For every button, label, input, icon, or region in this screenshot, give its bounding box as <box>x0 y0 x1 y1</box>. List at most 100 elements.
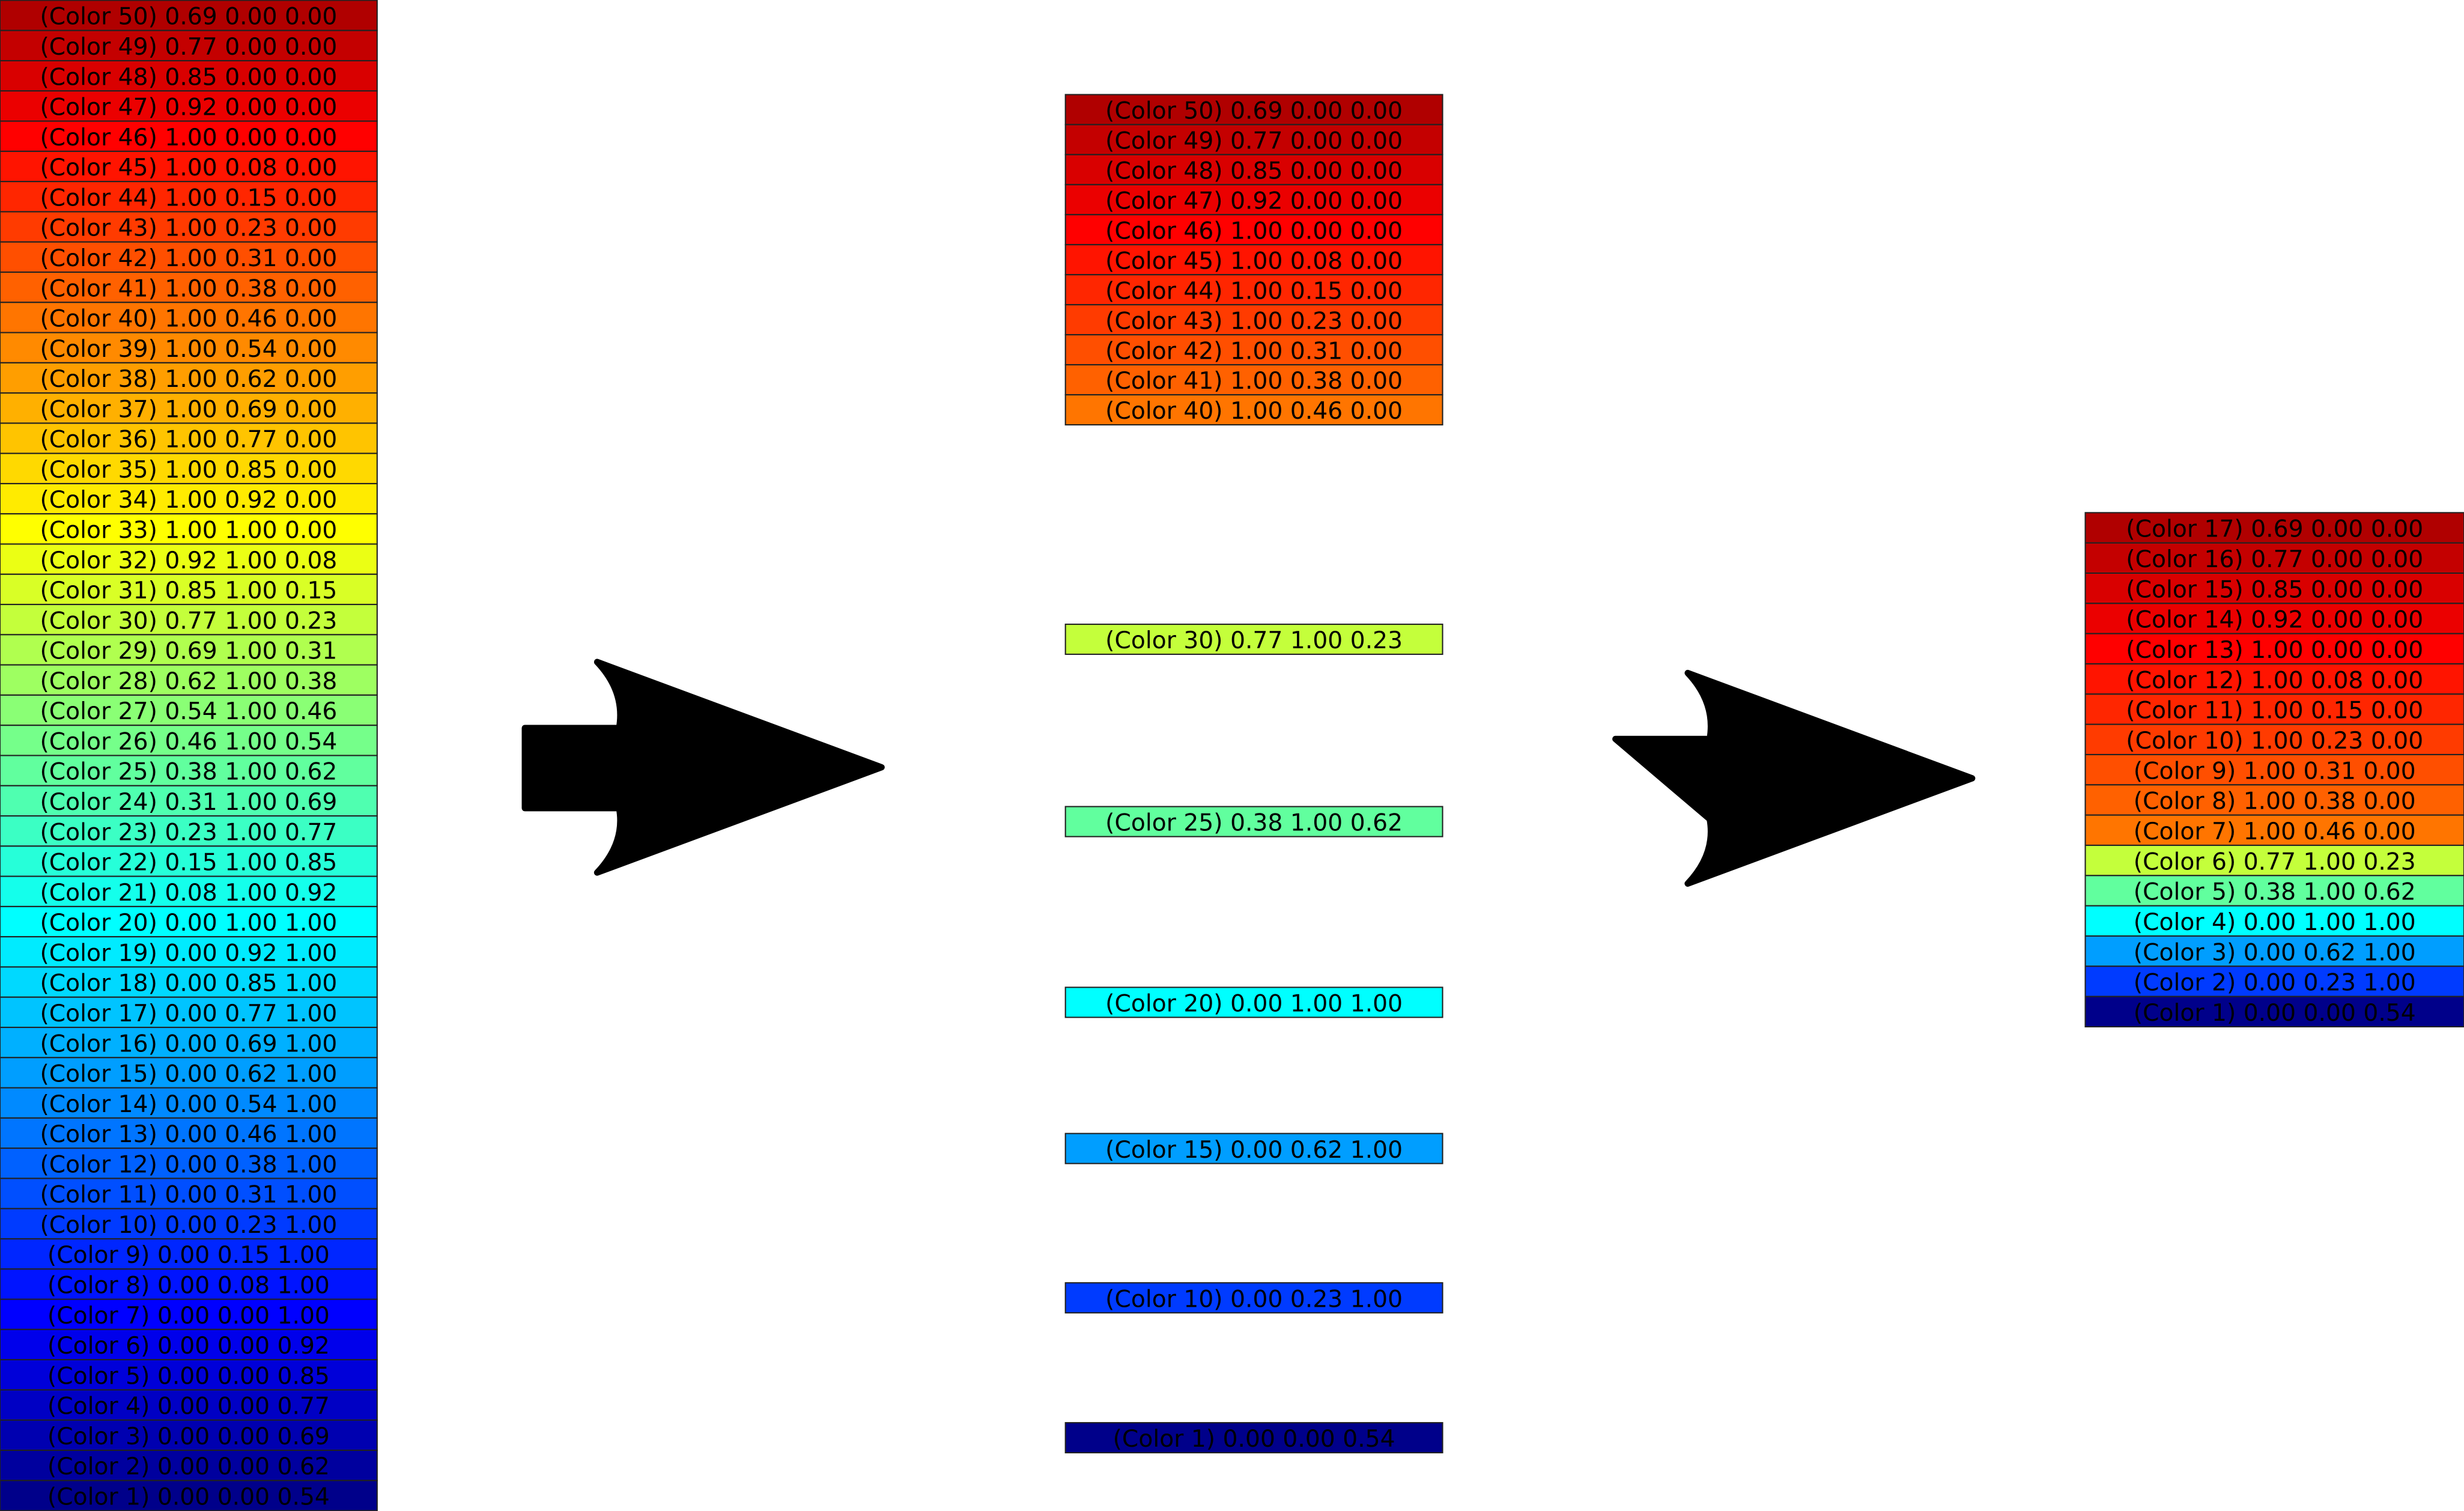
color-label: (Color 7) 1.00 0.46 0.00 <box>2134 818 2416 845</box>
color-label: (Color 9) 1.00 0.31 0.00 <box>2134 758 2416 785</box>
color-swatch <box>2084 693 2464 725</box>
color-label: (Color 9) 0.00 0.15 1.00 <box>47 1242 330 1269</box>
color-label: (Color 6) 0.77 1.00 0.23 <box>2134 848 2416 875</box>
color-swatch <box>0 29 378 62</box>
color-swatch <box>0 543 378 575</box>
color-label: (Color 4) 0.00 1.00 1.00 <box>2134 909 2416 936</box>
color-swatch <box>0 1208 378 1240</box>
color-label: (Color 27) 0.54 1.00 0.46 <box>40 698 337 725</box>
color-label: (Color 16) 0.77 0.00 0.00 <box>2126 546 2423 573</box>
color-label: (Color 43) 1.00 0.23 0.00 <box>40 215 337 242</box>
color-swatch <box>1064 304 1443 336</box>
color-label: (Color 30) 0.77 1.00 0.23 <box>40 607 337 634</box>
color-label: (Color 13) 1.00 0.00 0.00 <box>2126 637 2423 664</box>
color-label: (Color 41) 1.00 0.38 0.00 <box>1105 368 1403 395</box>
color-label: (Color 8) 1.00 0.38 0.00 <box>2134 788 2416 815</box>
color-label: (Color 1) 0.00 0.00 0.54 <box>47 1483 330 1510</box>
color-label: (Color 12) 1.00 0.08 0.00 <box>2126 667 2423 694</box>
color-swatch <box>0 302 378 333</box>
color-label: (Color 11) 0.00 0.31 1.00 <box>40 1182 337 1209</box>
arrow <box>521 658 885 876</box>
color-swatch <box>0 120 378 152</box>
color-swatch <box>0 1148 378 1179</box>
color-swatch <box>0 996 378 1029</box>
color-swatch <box>0 966 378 998</box>
color-swatch <box>0 150 378 183</box>
color-swatch <box>0 936 378 968</box>
color-swatch <box>0 0 378 31</box>
color-label: (Color 28) 0.62 1.00 0.38 <box>40 668 337 695</box>
color-swatch <box>0 59 378 92</box>
color-swatch <box>1064 624 1443 655</box>
color-label: (Color 39) 1.00 0.54 0.00 <box>40 336 337 363</box>
color-label: (Color 22) 0.15 1.00 0.85 <box>40 850 337 877</box>
color-label: (Color 38) 1.00 0.62 0.00 <box>40 366 337 393</box>
color-label: (Color 33) 1.00 1.00 0.00 <box>40 517 337 544</box>
color-swatch <box>0 241 378 273</box>
color-swatch <box>0 211 378 243</box>
color-label: (Color 10) 0.00 0.23 1.00 <box>1105 1286 1403 1313</box>
color-label: (Color 3) 0.00 0.62 1.00 <box>2134 939 2416 966</box>
color-label: (Color 48) 0.85 0.00 0.00 <box>1105 157 1403 184</box>
color-label: (Color 7) 0.00 0.00 1.00 <box>47 1303 330 1330</box>
color-swatch <box>0 392 378 424</box>
color-label: (Color 49) 0.77 0.00 0.00 <box>40 34 337 61</box>
color-label: (Color 13) 0.00 0.46 1.00 <box>40 1121 337 1148</box>
color-swatch <box>1064 334 1443 366</box>
color-label: (Color 6) 0.00 0.00 0.92 <box>47 1333 330 1360</box>
color-label: (Color 11) 1.00 0.15 0.00 <box>2126 698 2423 725</box>
color-label: (Color 10) 0.00 0.23 1.00 <box>40 1212 337 1239</box>
color-label: (Color 42) 1.00 0.31 0.00 <box>1105 338 1403 365</box>
color-swatch <box>2084 603 2464 634</box>
arrow <box>1612 669 1976 887</box>
color-swatch <box>0 181 378 213</box>
color-swatch <box>0 1268 378 1300</box>
color-label: (Color 29) 0.69 1.00 0.31 <box>40 638 337 665</box>
color-label: (Color 46) 1.00 0.00 0.00 <box>40 124 337 151</box>
color-label: (Color 41) 1.00 0.38 0.00 <box>40 275 337 302</box>
color-label: (Color 25) 0.38 1.00 0.62 <box>40 759 337 786</box>
color-swatch <box>0 725 378 756</box>
color-label: (Color 14) 0.92 0.00 0.00 <box>2126 607 2423 634</box>
color-swatch <box>1064 987 1443 1018</box>
color-label: (Color 2) 0.00 0.23 1.00 <box>2134 970 2416 997</box>
color-label: (Color 45) 1.00 0.08 0.00 <box>40 154 337 181</box>
color-label: (Color 43) 1.00 0.23 0.00 <box>1105 308 1403 335</box>
color-swatch <box>0 905 378 938</box>
color-swatch <box>0 482 378 515</box>
color-swatch <box>0 1359 378 1391</box>
color-swatch <box>0 422 378 454</box>
color-swatch <box>1064 214 1443 246</box>
color-swatch <box>0 362 378 394</box>
color-swatch <box>0 755 378 786</box>
color-swatch <box>0 1419 378 1452</box>
color-swatch <box>2084 784 2464 816</box>
color-label: (Color 1) 0.00 0.00 0.54 <box>2134 1000 2416 1027</box>
color-label: (Color 3) 0.00 0.00 0.69 <box>47 1423 330 1450</box>
color-swatch <box>0 332 378 363</box>
color-swatch <box>1064 364 1443 396</box>
color-label: (Color 50) 0.69 0.00 0.00 <box>1105 98 1403 125</box>
color-swatch <box>1064 394 1443 426</box>
color-label: (Color 8) 0.00 0.08 1.00 <box>47 1272 330 1300</box>
color-swatch <box>0 1026 378 1059</box>
color-label: (Color 31) 0.85 1.00 0.15 <box>40 577 337 604</box>
color-label: (Color 32) 0.92 1.00 0.08 <box>40 547 337 574</box>
color-label: (Color 15) 0.00 0.62 1.00 <box>1105 1137 1403 1164</box>
color-label: (Color 2) 0.00 0.00 0.62 <box>47 1453 330 1480</box>
color-swatch <box>1064 1282 1443 1314</box>
color-swatch <box>0 1389 378 1421</box>
color-label: (Color 16) 0.00 0.69 1.00 <box>40 1030 337 1057</box>
color-label: (Color 49) 0.77 0.00 0.00 <box>1105 128 1403 155</box>
color-swatch <box>0 694 378 726</box>
color-swatch <box>2084 572 2464 604</box>
color-label: (Color 5) 0.00 0.00 0.85 <box>47 1363 330 1390</box>
color-label: (Color 44) 1.00 0.15 0.00 <box>1105 278 1403 305</box>
color-label: (Color 15) 0.85 0.00 0.00 <box>2126 576 2423 603</box>
color-swatch <box>0 271 378 303</box>
color-swatch <box>2084 935 2464 967</box>
color-label: (Color 47) 0.92 0.00 0.00 <box>1105 187 1403 214</box>
color-swatch <box>1064 274 1443 306</box>
color-label: (Color 26) 0.46 1.00 0.54 <box>40 728 337 755</box>
color-label: (Color 37) 1.00 0.69 0.00 <box>40 396 337 423</box>
